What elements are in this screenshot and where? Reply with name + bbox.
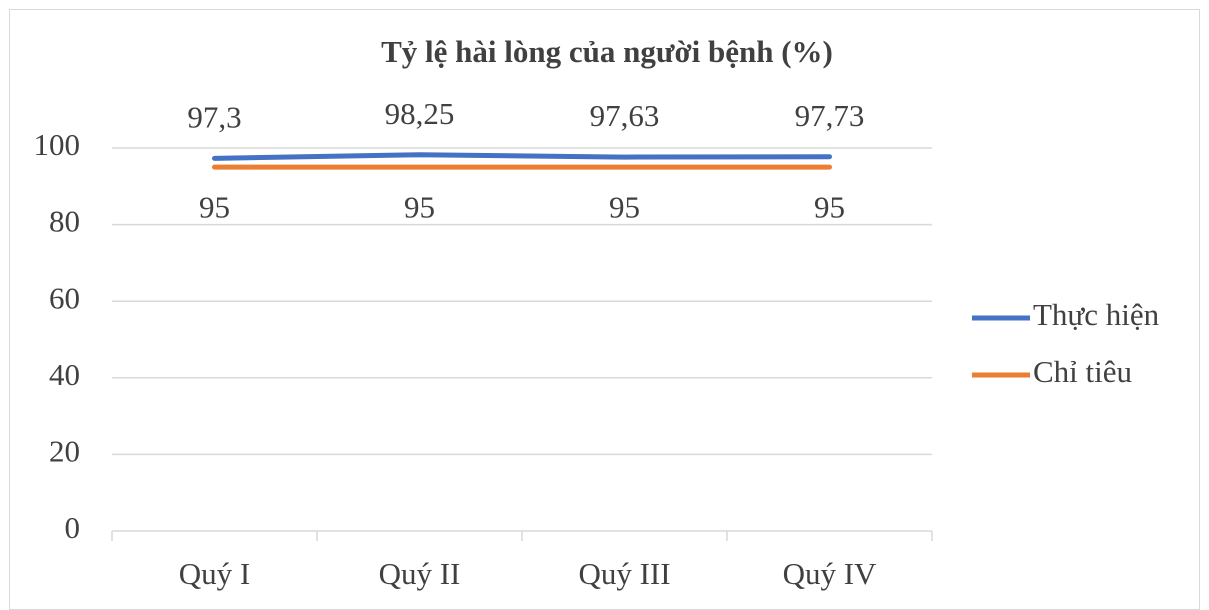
- y-tick-label: 20: [49, 434, 80, 469]
- data-label: 98,25: [385, 96, 455, 131]
- data-label: 97,63: [590, 98, 660, 133]
- y-tick-label: 0: [65, 510, 81, 545]
- data-label: 95: [404, 189, 435, 224]
- x-tick-label: Quý III: [578, 556, 670, 591]
- y-tick-label: 100: [34, 127, 81, 162]
- legend-label: Chỉ tiêu: [1033, 354, 1132, 389]
- data-label: 95: [814, 189, 845, 224]
- x-tick-label: Quý I: [179, 556, 250, 591]
- legend-label: Thực hiện: [1033, 297, 1160, 332]
- y-tick-label: 40: [49, 357, 80, 392]
- y-tick-label: 80: [49, 204, 80, 239]
- data-label: 95: [199, 189, 230, 224]
- y-tick-label: 60: [49, 280, 80, 315]
- chart-border: [9, 9, 1200, 610]
- data-label: 95: [609, 189, 640, 224]
- data-label: 97,3: [187, 99, 241, 134]
- line-series: [212, 152, 832, 161]
- x-tick-label: Quý IV: [783, 556, 877, 591]
- chart-title: Tỷ lệ hài lòng của người bệnh (%): [381, 34, 833, 69]
- x-tick-label: Quý II: [379, 556, 461, 591]
- data-label: 97,73: [795, 98, 865, 133]
